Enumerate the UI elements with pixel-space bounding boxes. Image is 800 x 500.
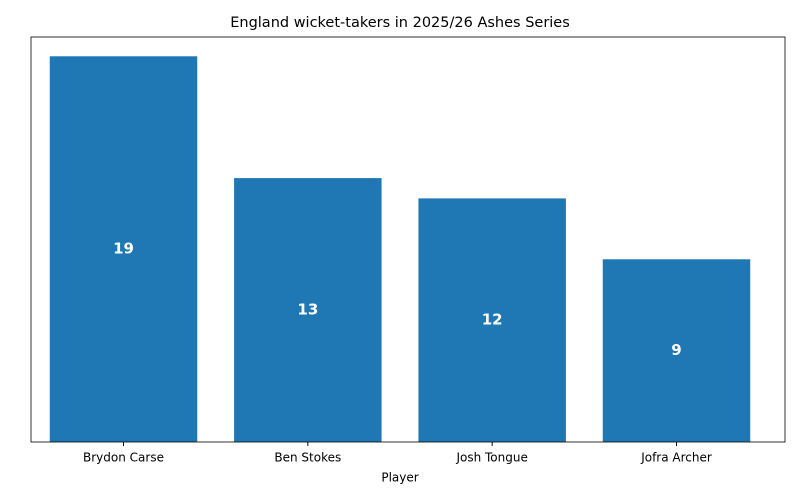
x-axis-label: Player [381, 471, 418, 485]
value-label: 12 [482, 311, 503, 329]
bar [49, 56, 198, 443]
x-tick-label: Ben Stokes [274, 451, 341, 465]
x-tick-label: Jofra Archer [640, 451, 712, 465]
bar [602, 259, 751, 442]
value-label: 19 [113, 240, 134, 258]
x-tick-label: Brydon Carse [83, 451, 164, 465]
value-label: 9 [671, 341, 681, 359]
bar [234, 178, 382, 443]
value-label: 13 [297, 301, 318, 319]
bar [418, 198, 566, 442]
axes-frame [30, 36, 786, 443]
chart-title: England wicket-takers in 2025/26 Ashes S… [230, 15, 570, 31]
x-tick-label: Josh Tongue [455, 451, 527, 465]
